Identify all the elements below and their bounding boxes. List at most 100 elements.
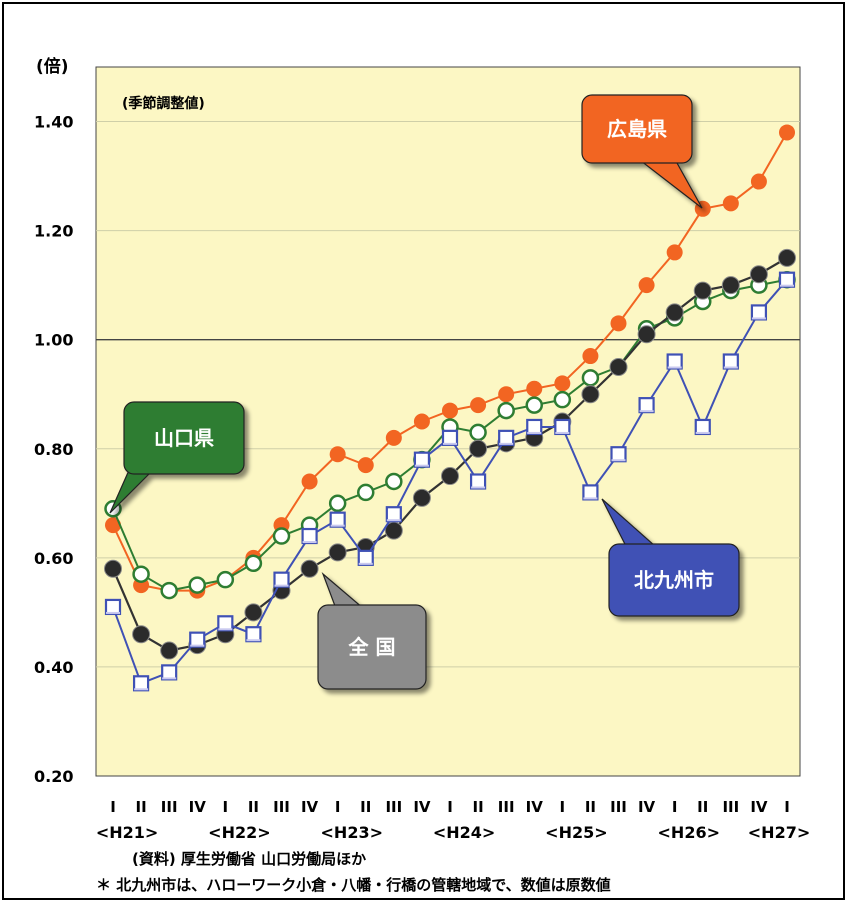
callout-label: 北九州市 — [634, 568, 714, 592]
data-point — [160, 641, 179, 660]
data-point — [328, 543, 347, 562]
data-point — [301, 527, 318, 545]
data-point-shade — [780, 284, 794, 287]
data-point — [328, 494, 347, 513]
x-tick-label: III — [385, 798, 402, 816]
data-point — [441, 467, 459, 486]
data-point — [188, 576, 206, 594]
data-point-shade — [386, 519, 401, 522]
x-tick-label: III — [161, 798, 178, 816]
x-year-label: <H23> — [321, 823, 383, 842]
data-point — [442, 402, 458, 419]
data-point — [441, 429, 459, 446]
data-point-shade — [555, 431, 570, 434]
data-point — [582, 348, 599, 365]
data-point — [385, 506, 402, 523]
data-point — [637, 325, 656, 344]
data-point — [469, 423, 487, 442]
data-point — [526, 380, 543, 397]
data-point-shade — [723, 366, 738, 369]
data-point-shade — [190, 644, 205, 647]
data-point — [469, 439, 488, 458]
x-tick-label: IV — [638, 798, 656, 816]
data-point — [609, 357, 628, 376]
data-point-shade — [527, 431, 542, 434]
y-unit-label: (倍) — [36, 56, 69, 77]
data-point-shade — [751, 317, 766, 320]
data-point — [638, 277, 655, 294]
x-tick-label: II — [697, 798, 708, 816]
data-point-shade — [583, 497, 598, 500]
data-point — [750, 304, 768, 321]
line-chart: 0.200.400.600.801.001.201.40I II III IV I II I… — [34, 56, 810, 894]
callout-広島県: 広島県 — [581, 94, 703, 209]
x-tick-label: IV — [413, 798, 431, 816]
data-point — [385, 472, 403, 491]
data-point-shade — [274, 584, 289, 587]
y-tick-label: 1.20 — [34, 222, 73, 241]
data-point — [413, 413, 430, 430]
data-point-shade — [162, 677, 177, 680]
data-point — [189, 631, 206, 648]
data-point — [693, 281, 712, 300]
callout-label: 広島県 — [607, 117, 667, 141]
x-year-label: <H26> — [658, 823, 720, 842]
seasonal-adjustment-note: (季節調整値) — [122, 95, 205, 112]
data-point — [244, 554, 263, 573]
data-point-shade — [611, 459, 626, 462]
data-point-shade — [499, 442, 514, 445]
data-point — [666, 353, 683, 370]
data-point — [469, 473, 487, 490]
remark-footnote: ＊ 北九州市は、ハローワーク小倉・八幡・行橋の管轄地域で、数値は原数値 — [96, 876, 611, 894]
x-year-label: <H22> — [208, 823, 270, 842]
data-point — [526, 418, 543, 436]
data-point — [132, 675, 150, 692]
data-point-shade — [330, 524, 345, 527]
data-point — [385, 429, 402, 446]
x-year-label: <H25> — [545, 823, 607, 842]
data-point — [300, 559, 319, 578]
data-point — [554, 418, 571, 436]
callout-box — [317, 604, 427, 690]
data-point — [553, 390, 572, 409]
data-point — [721, 276, 740, 295]
data-point — [160, 581, 178, 600]
data-point — [301, 473, 318, 490]
data-point — [778, 248, 796, 267]
callout-label: 全 国 — [348, 635, 396, 659]
data-point-shade — [134, 688, 149, 691]
data-point — [132, 625, 151, 644]
y-tick-label: 0.40 — [34, 658, 73, 677]
data-point — [357, 457, 374, 474]
x-tick-label: III — [610, 798, 627, 816]
x-tick-label: I — [335, 798, 341, 816]
data-point-shade — [246, 639, 261, 642]
callout-box — [581, 94, 693, 164]
data-point — [582, 484, 599, 501]
data-point — [778, 271, 796, 288]
data-point — [581, 369, 600, 387]
x-tick-label: II — [472, 798, 483, 816]
data-point-shade — [106, 611, 120, 614]
data-point — [610, 446, 627, 463]
data-point — [413, 451, 431, 468]
x-tick-label: I — [672, 798, 678, 816]
data-point — [329, 511, 346, 528]
data-point — [245, 626, 262, 643]
data-point-shade — [443, 442, 457, 445]
x-tick-label: II — [135, 798, 146, 816]
data-point — [412, 488, 431, 507]
data-point — [525, 396, 543, 414]
data-point — [216, 570, 235, 589]
data-point — [498, 429, 515, 446]
data-point-shade — [471, 486, 486, 489]
data-point — [104, 598, 122, 616]
x-tick-label: IV — [189, 798, 207, 816]
x-year-label: <H24> — [433, 823, 495, 842]
data-point — [470, 397, 487, 414]
callout-北九州市: 北九州市 — [601, 498, 740, 617]
callout-全 国: 全 国 — [317, 572, 427, 690]
y-tick-label: 0.20 — [34, 767, 73, 786]
data-point — [244, 603, 263, 622]
data-point — [357, 549, 374, 566]
